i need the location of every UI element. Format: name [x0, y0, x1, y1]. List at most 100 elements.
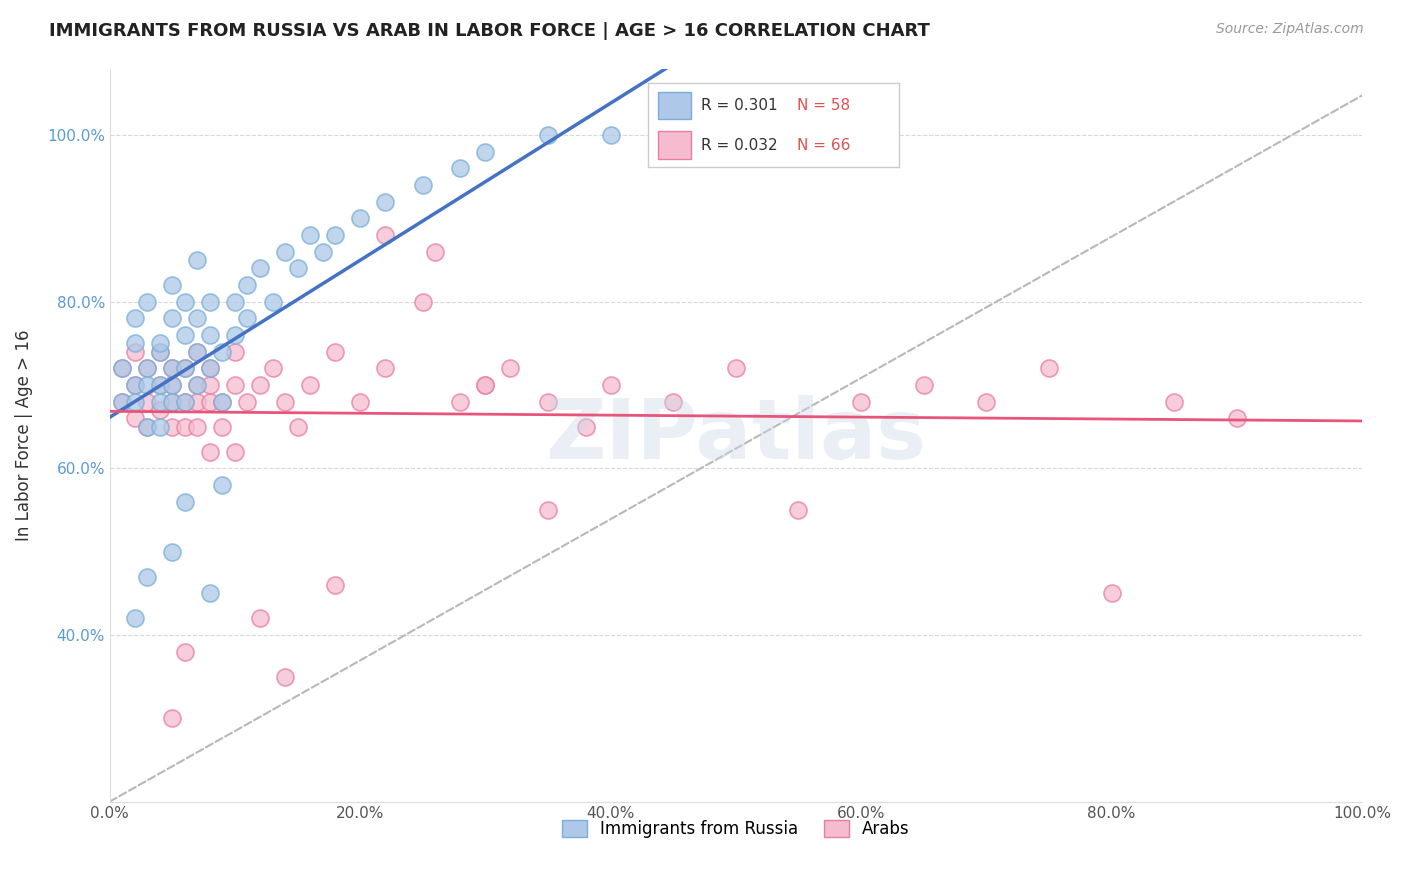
Point [211, 394, 233, 409]
Point [198, 394, 221, 409]
Point [186, 344, 208, 359]
Point [323, 344, 346, 359]
Point [173, 328, 195, 343]
Point [136, 361, 159, 376]
Point [262, 361, 284, 376]
Point [224, 344, 246, 359]
Point [474, 378, 496, 392]
Point [136, 361, 159, 376]
Point [149, 344, 172, 359]
Point [249, 611, 271, 625]
Point [599, 378, 621, 392]
Point [236, 278, 259, 293]
Point [198, 328, 221, 343]
Point [124, 611, 146, 625]
Point [236, 394, 259, 409]
Point [724, 128, 747, 143]
Point [111, 361, 134, 376]
Point [136, 419, 159, 434]
Point [211, 478, 233, 492]
Text: IMMIGRANTS FROM RUSSIA VS ARAB IN LABOR FORCE | AGE > 16 CORRELATION CHART: IMMIGRANTS FROM RUSSIA VS ARAB IN LABOR … [49, 22, 931, 40]
Point [249, 378, 271, 392]
Point [124, 378, 146, 392]
Point [474, 145, 496, 159]
Point [287, 261, 309, 276]
Point [111, 361, 134, 376]
Point [449, 394, 471, 409]
Point [136, 394, 159, 409]
Point [323, 578, 346, 592]
Point [787, 503, 810, 517]
Point [299, 228, 322, 243]
Point [211, 394, 233, 409]
Point [186, 344, 208, 359]
Point [149, 403, 172, 417]
Point [162, 394, 184, 409]
Point [537, 128, 560, 143]
Point [224, 444, 246, 458]
Point [1163, 394, 1185, 409]
Point [662, 394, 685, 409]
Point [198, 294, 221, 309]
Point [724, 361, 747, 376]
Point [537, 394, 560, 409]
Point [149, 378, 172, 392]
Point [499, 361, 522, 376]
Point [374, 361, 396, 376]
Text: Source: ZipAtlas.com: Source: ZipAtlas.com [1216, 22, 1364, 37]
Point [912, 378, 935, 392]
Point [173, 361, 195, 376]
Point [198, 361, 221, 376]
Point [374, 194, 396, 209]
Point [1226, 411, 1249, 425]
Point [173, 361, 195, 376]
Point [599, 128, 621, 143]
Point [349, 394, 371, 409]
Point [1038, 361, 1060, 376]
Point [311, 244, 333, 259]
Point [1101, 586, 1123, 600]
Point [349, 211, 371, 226]
Point [149, 344, 172, 359]
Point [149, 419, 172, 434]
Point [323, 228, 346, 243]
Point [537, 503, 560, 517]
Point [149, 336, 172, 351]
Point [149, 378, 172, 392]
Point [211, 344, 233, 359]
Point [262, 294, 284, 309]
Point [111, 394, 134, 409]
Point [198, 378, 221, 392]
Point [162, 278, 184, 293]
Point [162, 544, 184, 558]
Point [186, 253, 208, 268]
Point [173, 394, 195, 409]
Point [976, 394, 998, 409]
Point [124, 344, 146, 359]
Point [173, 419, 195, 434]
Point [274, 394, 297, 409]
Point [136, 569, 159, 583]
Point [425, 244, 447, 259]
Point [162, 311, 184, 326]
Point [186, 394, 208, 409]
Point [186, 419, 208, 434]
Point [173, 645, 195, 659]
Point [186, 311, 208, 326]
Legend: Immigrants from Russia, Arabs: Immigrants from Russia, Arabs [555, 813, 917, 845]
Point [274, 244, 297, 259]
Point [224, 294, 246, 309]
Point [224, 328, 246, 343]
Point [173, 394, 195, 409]
Point [198, 444, 221, 458]
Point [186, 378, 208, 392]
Point [374, 228, 396, 243]
Point [136, 294, 159, 309]
Point [211, 419, 233, 434]
Y-axis label: In Labor Force | Age > 16: In Labor Force | Age > 16 [15, 329, 32, 541]
Point [299, 378, 322, 392]
Point [162, 361, 184, 376]
Point [224, 378, 246, 392]
Point [162, 361, 184, 376]
Point [173, 294, 195, 309]
